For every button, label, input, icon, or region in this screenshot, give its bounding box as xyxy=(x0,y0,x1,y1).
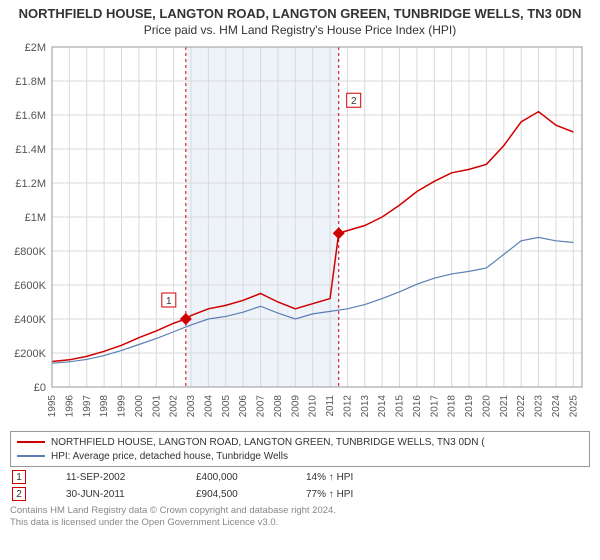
legend-label: HPI: Average price, detached house, Tunb… xyxy=(51,451,288,462)
event-price: £904,500 xyxy=(196,489,266,500)
svg-text:2014: 2014 xyxy=(377,395,388,418)
svg-text:2: 2 xyxy=(351,96,357,107)
chart-area: £0 £200K £400K £600K £800K £1M £1.2M £1.4M £1.6M… xyxy=(10,41,588,429)
svg-text:£1.8M: £1.8M xyxy=(15,76,46,88)
event-pct: 14% ↑ HPI xyxy=(306,472,396,483)
legend-item-property: NORTHFIELD HOUSE, LANGTON ROAD, LANGTON … xyxy=(17,435,583,449)
svg-text:1996: 1996 xyxy=(64,395,75,418)
footer-line: Contains HM Land Registry data © Crown c… xyxy=(10,505,590,517)
svg-text:2021: 2021 xyxy=(499,395,510,418)
svg-text:2005: 2005 xyxy=(221,395,232,418)
event-row: 1 11-SEP-2002 £400,000 14% ↑ HPI xyxy=(10,470,590,484)
svg-text:£800K: £800K xyxy=(14,246,46,258)
svg-text:2020: 2020 xyxy=(481,395,492,418)
svg-text:2011: 2011 xyxy=(325,395,336,417)
svg-text:2025: 2025 xyxy=(568,395,579,418)
svg-text:£200K: £200K xyxy=(14,348,46,360)
legend-swatch xyxy=(17,441,45,443)
svg-text:1998: 1998 xyxy=(99,395,110,418)
svg-text:2019: 2019 xyxy=(464,395,475,418)
svg-text:£1.6M: £1.6M xyxy=(15,110,46,122)
chart-subtitle: Price paid vs. HM Land Registry's House … xyxy=(10,23,590,37)
svg-text:£1.2M: £1.2M xyxy=(15,178,46,190)
event-marker: 2 xyxy=(12,487,26,501)
svg-text:£2M: £2M xyxy=(25,42,46,54)
event-date: 30-JUN-2011 xyxy=(66,489,156,500)
svg-text:2024: 2024 xyxy=(551,395,562,418)
svg-text:2008: 2008 xyxy=(273,395,284,418)
svg-text:2006: 2006 xyxy=(238,395,249,418)
legend-swatch xyxy=(17,455,45,457)
footer-line: This data is licensed under the Open Gov… xyxy=(10,517,590,529)
legend-item-hpi: HPI: Average price, detached house, Tunb… xyxy=(17,449,583,463)
event-marker: 1 xyxy=(12,470,26,484)
svg-text:2016: 2016 xyxy=(412,395,423,418)
svg-text:2018: 2018 xyxy=(447,395,458,418)
svg-text:2022: 2022 xyxy=(516,395,527,418)
chart-title: NORTHFIELD HOUSE, LANGTON ROAD, LANGTON … xyxy=(10,6,590,21)
event-price: £400,000 xyxy=(196,472,266,483)
svg-text:2003: 2003 xyxy=(186,395,197,418)
legend-label: NORTHFIELD HOUSE, LANGTON ROAD, LANGTON … xyxy=(51,437,485,448)
svg-text:2009: 2009 xyxy=(290,395,301,418)
svg-text:£1.4M: £1.4M xyxy=(15,144,46,156)
svg-text:1995: 1995 xyxy=(47,395,58,418)
svg-text:2010: 2010 xyxy=(308,395,319,418)
svg-text:2001: 2001 xyxy=(151,395,162,418)
footer-attribution: Contains HM Land Registry data © Crown c… xyxy=(10,505,590,530)
svg-text:1997: 1997 xyxy=(82,395,93,418)
svg-text:2017: 2017 xyxy=(429,395,440,418)
svg-text:£1M: £1M xyxy=(25,212,46,224)
svg-text:£600K: £600K xyxy=(14,280,46,292)
svg-text:£0: £0 xyxy=(34,382,46,394)
event-pct: 77% ↑ HPI xyxy=(306,489,396,500)
svg-text:2023: 2023 xyxy=(534,395,545,418)
line-chart: £0 £200K £400K £600K £800K £1M £1.2M £1.4M £1.6M… xyxy=(10,41,588,429)
event-date: 11-SEP-2002 xyxy=(66,472,156,483)
svg-text:2004: 2004 xyxy=(203,395,214,418)
svg-text:2002: 2002 xyxy=(169,395,180,418)
svg-text:2012: 2012 xyxy=(342,395,353,418)
event-row: 2 30-JUN-2011 £904,500 77% ↑ HPI xyxy=(10,487,590,501)
svg-text:1999: 1999 xyxy=(117,395,128,418)
legend: NORTHFIELD HOUSE, LANGTON ROAD, LANGTON … xyxy=(10,431,590,467)
svg-text:2013: 2013 xyxy=(360,395,371,418)
svg-text:2015: 2015 xyxy=(395,395,406,418)
svg-text:1: 1 xyxy=(166,296,172,307)
svg-text:2000: 2000 xyxy=(134,395,145,418)
events-table: 1 11-SEP-2002 £400,000 14% ↑ HPI 2 30-JUN-201… xyxy=(10,470,590,501)
svg-text:2007: 2007 xyxy=(256,395,267,418)
svg-text:£400K: £400K xyxy=(14,314,46,326)
